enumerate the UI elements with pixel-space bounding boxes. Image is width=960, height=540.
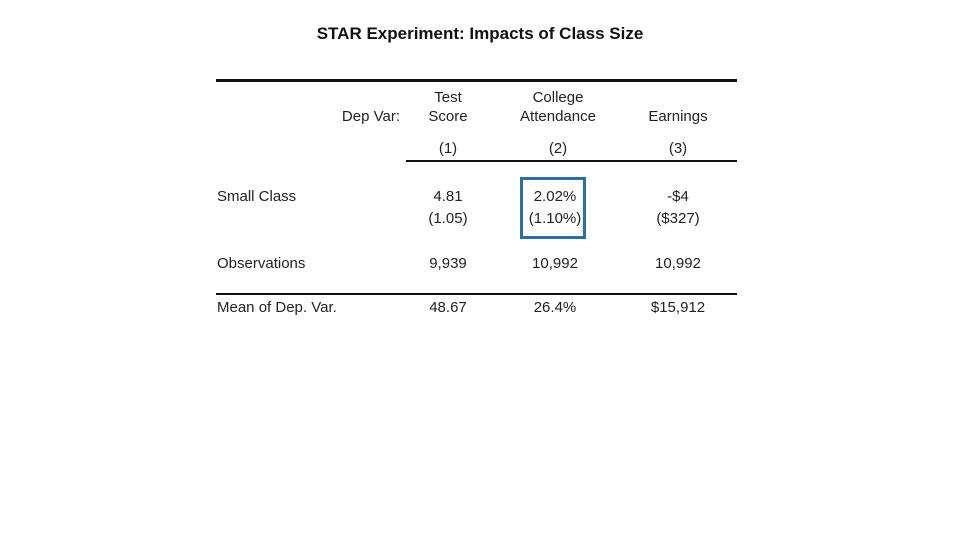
mean-2: 26.4%	[533, 299, 577, 316]
mean-1: 48.67	[429, 299, 467, 316]
top-rule	[216, 79, 737, 82]
col1-header-line1: Test	[434, 89, 462, 106]
mean-label: Mean of Dep. Var.	[217, 299, 337, 316]
small-class-coef-1: 4.81	[433, 188, 463, 205]
col1-number: (1)	[438, 140, 458, 157]
observations-3: 10,992	[655, 255, 701, 272]
col3-header-line2: Earnings	[648, 108, 708, 125]
highlight-box	[520, 177, 586, 239]
observations-2: 10,992	[532, 255, 578, 272]
col2-header-line1: College	[532, 89, 584, 106]
table-title: STAR Experiment: Impacts of Class Size	[316, 24, 644, 43]
header-rule	[406, 160, 737, 162]
small-class-coef-2: 2.02%	[533, 188, 577, 205]
dep-var-label: Dep Var:	[341, 108, 400, 125]
col3-number: (3)	[668, 140, 688, 157]
mean-3: $15,912	[650, 299, 706, 316]
observations-label: Observations	[217, 255, 306, 272]
small-class-se-3: ($327)	[656, 210, 700, 227]
observations-1: 9,939	[429, 255, 467, 272]
small-class-label: Small Class	[217, 188, 297, 205]
col2-number: (2)	[548, 140, 568, 157]
small-class-se-1: (1.05)	[428, 210, 468, 227]
col2-header-line2: Attendance	[520, 108, 596, 125]
mean-rule	[216, 293, 737, 295]
small-class-se-2: (1.10%)	[528, 210, 582, 227]
col1-header-line2: Score	[428, 108, 468, 125]
small-class-coef-3: -$4	[667, 188, 689, 205]
